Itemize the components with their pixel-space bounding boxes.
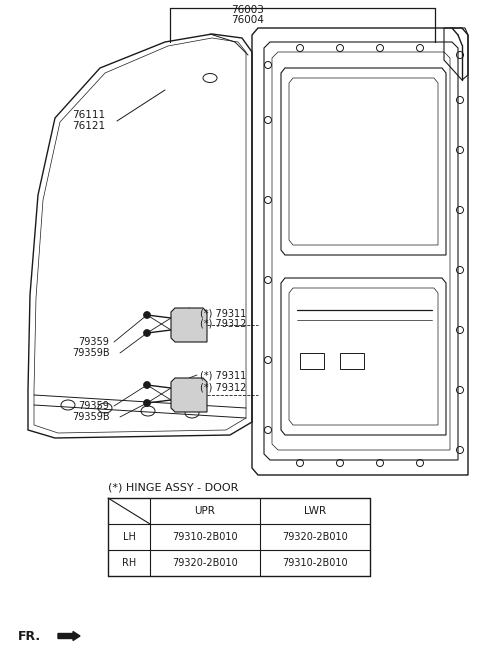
Circle shape (144, 400, 151, 406)
Circle shape (144, 312, 151, 319)
Circle shape (179, 398, 187, 406)
Circle shape (179, 316, 187, 324)
Text: FR.: FR. (18, 630, 41, 643)
Text: 76121: 76121 (72, 121, 105, 131)
Text: RH: RH (122, 558, 136, 568)
FancyArrow shape (58, 631, 80, 641)
Circle shape (144, 330, 151, 336)
Text: LH: LH (122, 532, 135, 542)
Text: LWR: LWR (304, 506, 326, 516)
Circle shape (144, 382, 151, 389)
Bar (300, 353, 324, 369)
Text: (*) 79311: (*) 79311 (200, 308, 246, 318)
Text: 76111: 76111 (72, 110, 105, 120)
Circle shape (193, 386, 201, 394)
Text: 79359B: 79359B (72, 348, 109, 358)
Text: 79310-2B010: 79310-2B010 (282, 558, 348, 568)
Text: 79359: 79359 (78, 337, 109, 347)
Text: 79320-2B010: 79320-2B010 (282, 532, 348, 542)
Circle shape (193, 328, 201, 336)
Polygon shape (171, 308, 207, 342)
Circle shape (193, 398, 201, 406)
Text: 79320-2B010: 79320-2B010 (172, 558, 238, 568)
Text: (*) HINGE ASSY - DOOR: (*) HINGE ASSY - DOOR (108, 482, 239, 492)
Polygon shape (171, 378, 207, 412)
Text: 79359: 79359 (78, 401, 109, 411)
Bar (340, 353, 364, 369)
Circle shape (193, 316, 201, 324)
Text: 76004: 76004 (231, 15, 264, 25)
Circle shape (179, 386, 187, 394)
Text: 79310-2B010: 79310-2B010 (172, 532, 238, 542)
Text: (*) 79312: (*) 79312 (200, 382, 246, 392)
Text: (*) 79311: (*) 79311 (200, 371, 246, 381)
Text: (*) 79312: (*) 79312 (200, 319, 246, 329)
Text: 79359B: 79359B (72, 412, 109, 422)
Circle shape (179, 328, 187, 336)
Text: 76003: 76003 (231, 5, 264, 15)
Text: UPR: UPR (194, 506, 216, 516)
